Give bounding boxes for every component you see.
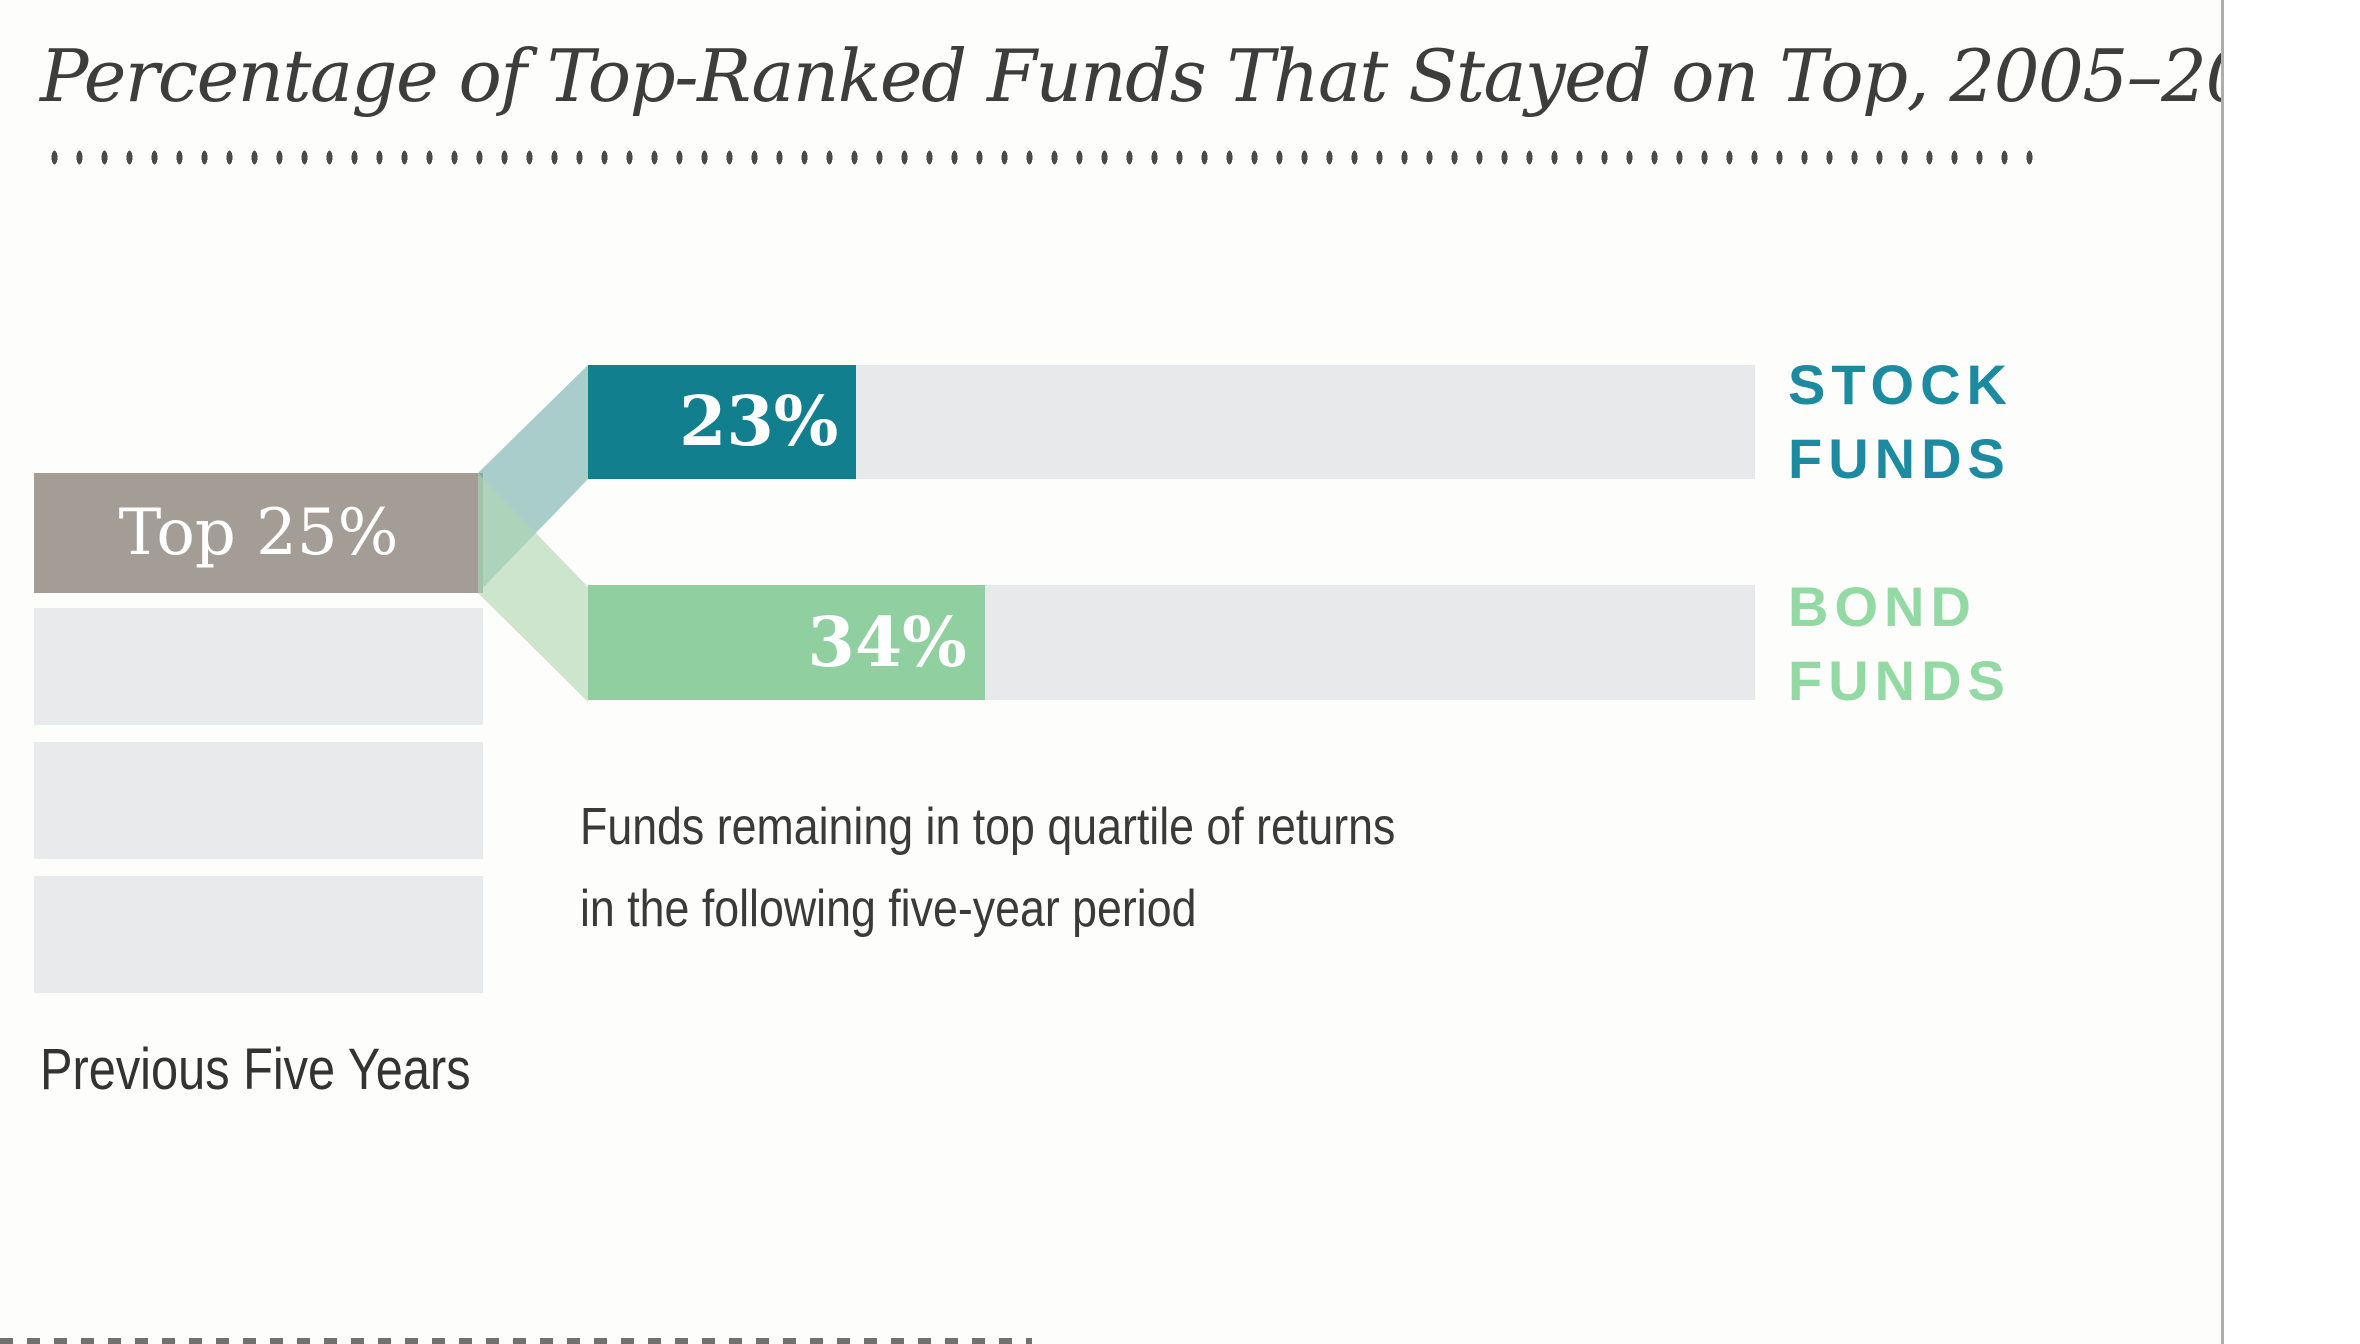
stock-track: 23% (588, 365, 1755, 479)
stock-label: STOCK FUNDS (1788, 353, 2013, 490)
stock-value: 23% (679, 382, 839, 462)
bond-label: BOND FUNDS (1788, 575, 2011, 712)
flow-connector (478, 365, 588, 702)
bond-track: 34% (588, 585, 1755, 700)
page-title: Percentage of Top-Ranked Funds That Stay… (40, 34, 2340, 118)
quartile-placeholder-bar (34, 876, 483, 993)
chart-note-line1: Funds remaining in top quartile of retur… (580, 798, 1396, 856)
page-edge-line (2221, 0, 2224, 1344)
stack-caption: Previous Five Years (40, 1037, 471, 1102)
bond-value: 34% (807, 602, 967, 683)
bond-fill: 34% (588, 585, 985, 700)
title-dotted-rule (42, 150, 2050, 165)
top-quartile-label: Top 25% (118, 496, 399, 570)
quartile-placeholder-bar (34, 608, 483, 725)
bond-connector-shape (478, 473, 588, 702)
chart-note-line2: in the following five-year period (580, 880, 1197, 938)
quartile-placeholder-bar (34, 742, 483, 859)
stock-fill: 23% (588, 365, 857, 479)
top-quartile-bar: Top 25% (34, 473, 483, 593)
chart-note: Funds remaining in top quartile of retur… (580, 786, 1395, 950)
cropped-text-edge (0, 1338, 1032, 1344)
page-edge-margin (2224, 0, 2360, 1344)
